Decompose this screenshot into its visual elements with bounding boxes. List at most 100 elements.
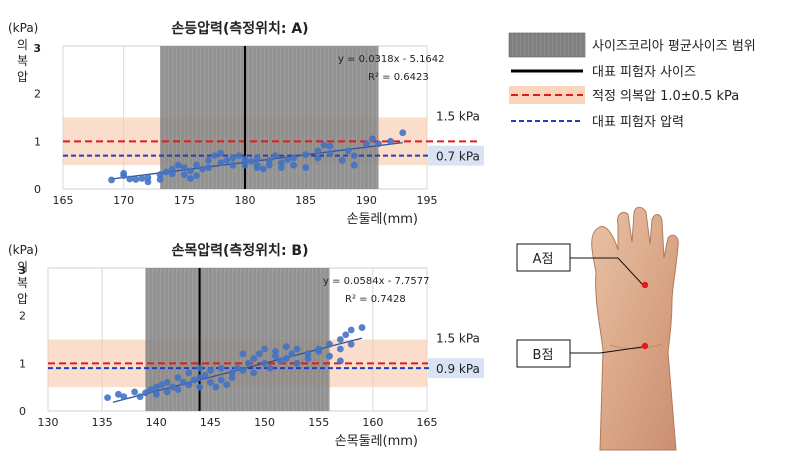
data-point (304, 350, 312, 358)
x-tick-label: 190 (356, 194, 377, 207)
legend-item-subject-pressure: 대표 피험자 압력 (511, 115, 684, 130)
data-point (156, 176, 164, 183)
data-point (138, 175, 146, 182)
data-point (120, 393, 128, 401)
data-point (104, 394, 111, 402)
data-point (350, 152, 358, 160)
data-point (293, 345, 301, 353)
y-tick-label: 1 (19, 357, 26, 370)
data-point (223, 381, 231, 389)
data-point (223, 157, 231, 164)
data-point (163, 388, 171, 396)
data-point (158, 381, 166, 389)
data-point (196, 374, 204, 382)
legend-swatch-size-range (508, 32, 586, 58)
data-point (342, 331, 350, 339)
data-point (387, 137, 394, 145)
data-point (358, 324, 366, 331)
data-point (290, 161, 297, 169)
data-point (187, 167, 194, 175)
data-point (217, 159, 225, 167)
y-tick-label: 2 (19, 310, 26, 323)
data-point (193, 161, 200, 169)
data-point (152, 390, 160, 398)
chart-title: 손등압력(측정위치: A) (171, 20, 308, 37)
x-tick-label: 195 (417, 194, 438, 207)
data-point (253, 164, 261, 171)
data-point (201, 371, 209, 379)
subject-pressure-chip (428, 145, 484, 166)
data-point (290, 154, 297, 162)
data-point (239, 350, 247, 358)
data-point (241, 161, 249, 169)
data-point (174, 386, 182, 393)
data-point (228, 374, 236, 382)
chart-wrist-pressure: 130 135 140 145 150 155 160 165 0 1 2 3 손목압력(측정위치: B… (8, 242, 484, 449)
data-point (217, 376, 225, 384)
y-axis-label: 압 (17, 70, 28, 84)
data-point (239, 367, 247, 374)
x-tick-label: 185 (295, 194, 316, 207)
data-point (126, 175, 134, 183)
data-point (266, 364, 274, 372)
data-point (302, 164, 310, 171)
data-point (347, 340, 355, 348)
y-tick-label: 2 (34, 88, 41, 101)
data-point (336, 357, 344, 365)
data-point (271, 152, 279, 160)
data-point (336, 345, 344, 353)
data-point (190, 376, 198, 384)
legend-item-proper-pressure: 적정 의복압 1.0±0.5 kPa (509, 86, 739, 104)
hand-photo: A점 B점 (516, 206, 679, 451)
data-point (174, 161, 182, 169)
legend-label-proper-pressure: 적정 의복압 1.0±0.5 kPa (592, 89, 739, 104)
data-point (187, 175, 194, 182)
x-tick-label: 165 (53, 194, 74, 207)
y-tick-label: 0 (19, 405, 26, 418)
y-axis-label: 복 (17, 276, 28, 290)
data-point (241, 156, 249, 163)
point-b-leader-2 (599, 346, 643, 354)
x-tick-label: 165 (417, 416, 438, 429)
y-tick-label: 3 (18, 264, 26, 277)
data-point (265, 161, 273, 169)
y-tick-label: 0 (34, 183, 41, 196)
chart-title: 손목압력(측정위치: B) (172, 242, 309, 259)
x-tick-label: 145 (200, 416, 221, 429)
data-point (261, 359, 268, 367)
data-point (199, 165, 206, 173)
data-point (179, 379, 187, 386)
data-point (336, 336, 344, 343)
data-point (207, 367, 214, 374)
data-point (185, 381, 193, 389)
data-point (207, 379, 214, 386)
data-point (244, 359, 252, 367)
label-b: B점 (533, 348, 554, 363)
data-point (142, 389, 149, 397)
data-point (136, 393, 144, 401)
label-a: A점 (533, 252, 554, 267)
chart-hand-back-pressure: 165 170 175 180 185 190 195 0 1 2 3 손등압력(측정위치: A) 손둘… (8, 20, 484, 227)
x-tick-label: 180 (235, 194, 256, 207)
subject-pressure-chip (428, 358, 484, 379)
y-axis-label: 의 (17, 38, 28, 52)
upper-pressure-label: 1.5 kPa (436, 110, 480, 124)
regression-equation: y = 0.0584x - 7.7577 (323, 276, 430, 287)
data-point (272, 352, 279, 360)
regression-equation: y = 0.0318x - 5.1642 (338, 54, 445, 65)
data-point (250, 369, 258, 377)
data-point (261, 345, 268, 353)
data-point (314, 147, 322, 155)
y-tick-label: 1 (34, 135, 41, 148)
upper-pressure-label: 1.5 kPa (436, 332, 480, 346)
data-point (211, 152, 219, 160)
legend-item-subject-size: 대표 피험자 사이즈 (511, 65, 696, 80)
data-point (314, 154, 322, 162)
point-a-leader-2 (617, 257, 643, 285)
data-point (369, 135, 376, 143)
data-point (375, 140, 382, 148)
data-point (114, 390, 122, 398)
data-point (326, 149, 334, 157)
data-point (174, 374, 182, 382)
data-point (265, 157, 273, 164)
